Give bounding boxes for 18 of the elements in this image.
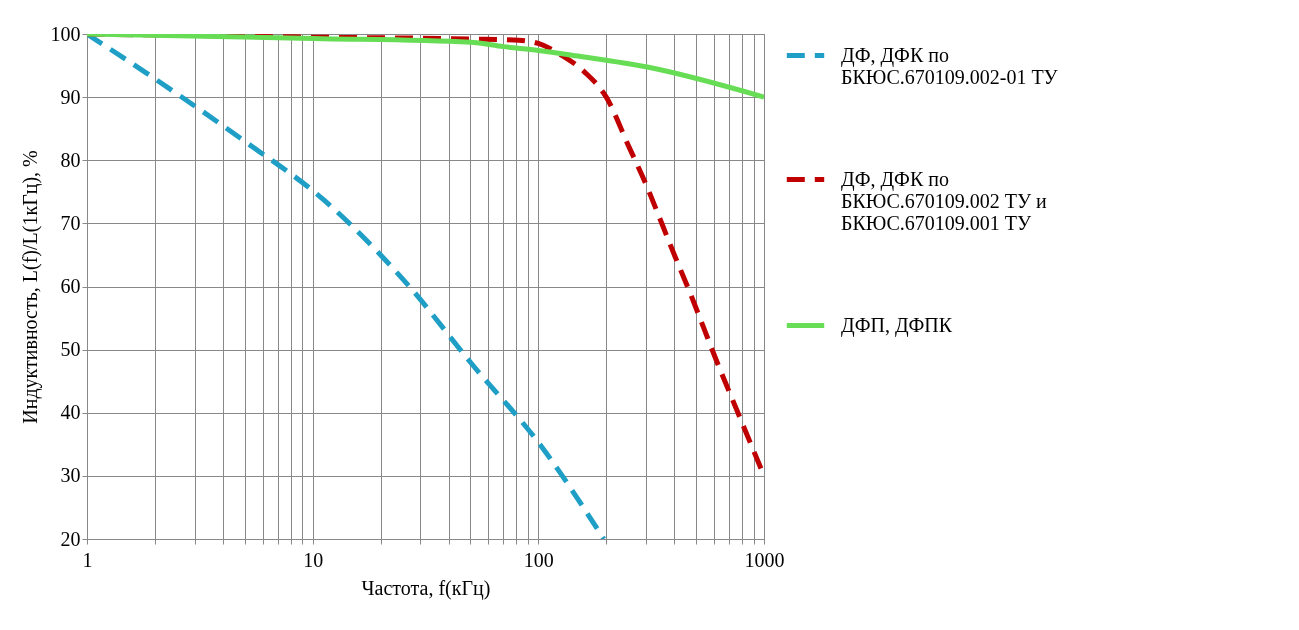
legend-label: ДФ, ДФК по БКЮС.670109.002 ТУ и БКЮС.670109.001 ТУ — [841, 167, 1048, 234]
y-tick-label: 90 — [60, 85, 81, 108]
legend-label: ДФ, ДФК по БКЮС.670109.002-01 ТУ — [841, 43, 1059, 88]
y-tick-label: 30 — [60, 464, 81, 487]
x-tick-label: 10 — [303, 548, 324, 571]
legend-label: ДФП, ДФПК — [841, 313, 953, 337]
x-tick-label: 1000 — [744, 548, 785, 571]
y-tick-label: 40 — [60, 401, 81, 424]
y-tick-label: 60 — [60, 275, 81, 297]
x-axis-title: Частота, f(кГц) — [361, 576, 491, 600]
x-tick-label: 1 — [82, 548, 93, 571]
y-tick-label: 20 — [60, 527, 81, 550]
y-axis-title: Индуктивность, L(f)/L(1кГц), % — [18, 150, 42, 424]
x-tick-label: 100 — [523, 548, 554, 571]
y-tick-label: 50 — [60, 338, 81, 361]
y-tick-label: 100 — [50, 22, 81, 45]
y-tick-label: 70 — [60, 211, 81, 234]
y-tick-label: 80 — [60, 148, 81, 171]
